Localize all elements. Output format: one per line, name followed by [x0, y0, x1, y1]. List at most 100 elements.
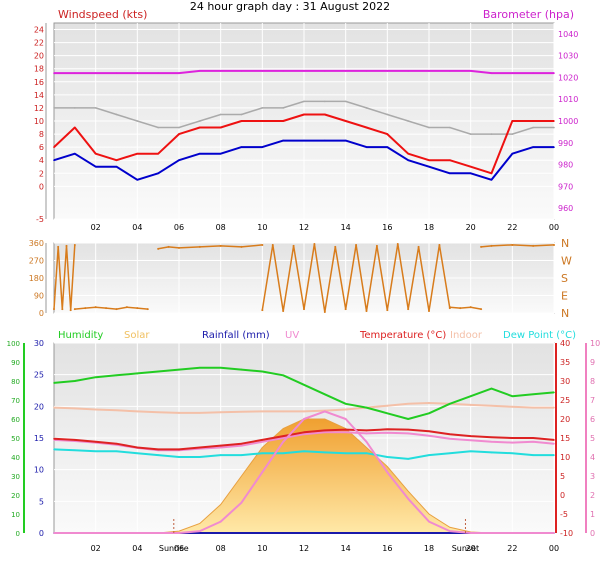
- gust_avg-point: [407, 120, 409, 122]
- uv_line-point: [553, 442, 555, 445]
- temperature-x-tick-label: 14: [341, 544, 351, 553]
- wind-direction-point: [157, 247, 160, 250]
- indoor-point: [511, 406, 514, 408]
- temperature-point: [303, 431, 305, 434]
- gust_avg-point: [324, 100, 326, 103]
- temperature-point: [553, 439, 555, 441]
- barometer-y-tick-label: 960: [558, 204, 573, 213]
- wind-direction-point: [438, 243, 441, 246]
- dewpoint-point: [449, 452, 451, 455]
- uv-y-tick-label: 5: [590, 434, 595, 443]
- dewpoint-point: [136, 452, 139, 455]
- wind-x-tick-label: 04: [132, 223, 142, 232]
- uv_line-point: [219, 446, 222, 449]
- dewpoint-point: [469, 450, 472, 453]
- gust_avg-point: [282, 107, 284, 109]
- wind-direction-point: [84, 307, 87, 310]
- uv-point: [365, 441, 368, 443]
- indoor-point: [199, 412, 201, 414]
- dewpoint-point: [386, 456, 389, 458]
- dewpoint-point: [532, 454, 534, 456]
- avgwind-point: [199, 152, 201, 155]
- uv-point: [240, 501, 243, 504]
- wind-direction-point: [365, 310, 368, 313]
- gust-point: [115, 159, 118, 161]
- wind-x-tick-label: 10: [257, 223, 267, 232]
- humidity-point: [449, 403, 451, 405]
- uv_line-point: [365, 432, 368, 435]
- uv-point: [199, 530, 201, 532]
- indoor-point: [157, 411, 159, 413]
- barometer-point: [219, 70, 222, 72]
- uv_line-point: [490, 441, 493, 443]
- avgwind-point: [240, 146, 243, 148]
- barometer-point: [53, 72, 55, 74]
- gust-point: [219, 126, 222, 129]
- humidity-y-tick-label: 10: [11, 511, 20, 519]
- wind-direction-point: [167, 245, 170, 248]
- legend-temperature: Temperature (°C): [359, 330, 446, 341]
- rainfall-point: [199, 532, 201, 534]
- barometer-point: [365, 70, 368, 72]
- wind-direction-line: [449, 306, 482, 310]
- rainfall-point: [344, 532, 347, 534]
- wind-direction-point: [396, 242, 399, 245]
- rainfall-point: [449, 532, 451, 534]
- temperature-point: [344, 428, 347, 431]
- barometer-y-tick-label: 1040: [558, 30, 578, 39]
- avgwind-point: [428, 165, 430, 168]
- uv_line-point: [532, 441, 534, 443]
- indoor-point: [74, 407, 76, 410]
- temperature-point: [386, 428, 389, 431]
- wind-direction-line: [53, 244, 76, 311]
- direction-y-tick-label: 0: [39, 309, 44, 318]
- wind-y-tick-label: 22: [34, 39, 44, 48]
- temperature-point: [407, 428, 409, 431]
- indoor-point: [469, 404, 472, 406]
- temperature-y-tick-label: -5: [560, 510, 568, 519]
- wind-direction-point: [469, 306, 472, 309]
- wind-x-tick-label: 06: [174, 223, 184, 232]
- rainfall-point: [240, 532, 243, 534]
- barometer-y-tick-label: 970: [558, 182, 573, 191]
- wind-direction-point: [240, 245, 243, 248]
- uv_line-point: [469, 439, 472, 442]
- rainfall-y-tick-label: 20: [34, 402, 44, 411]
- barometer-y-tick-label: 1010: [558, 95, 578, 104]
- temperature-point: [219, 444, 222, 447]
- indoor-point: [407, 403, 409, 405]
- gust_avg-point: [261, 107, 264, 109]
- avgwind-point: [365, 146, 368, 148]
- barometer-point: [344, 70, 347, 72]
- indoor-point: [240, 410, 243, 413]
- humidity-point: [428, 412, 430, 415]
- barometer-point: [386, 70, 389, 72]
- wind-direction-point: [344, 308, 347, 311]
- gust_avg-point: [303, 100, 305, 103]
- barometer-y-tick-label: 1020: [558, 73, 578, 82]
- uv_line-point: [428, 434, 430, 437]
- humidity-y-tick-label: 50: [11, 435, 20, 443]
- wind-direction-point: [271, 243, 274, 246]
- wind-direction-point: [219, 244, 222, 247]
- wind-y-tick-label: 2: [39, 169, 44, 178]
- wind-x-tick-label: 20: [466, 223, 476, 232]
- wind-direction-point: [407, 308, 410, 311]
- gust-point: [511, 120, 514, 122]
- indoor-point: [344, 408, 347, 411]
- humidity-point: [178, 368, 180, 371]
- gust-point: [428, 159, 430, 161]
- indoor-point: [532, 406, 534, 409]
- barometer-y-tick-label: 980: [558, 161, 573, 170]
- gust-point: [94, 152, 97, 155]
- wind-y-tick-label: 0: [39, 182, 44, 191]
- uv-point: [324, 410, 326, 413]
- barometer-point: [178, 72, 180, 74]
- compass-label: N: [561, 237, 569, 250]
- wind-direction-point: [375, 244, 378, 247]
- uv_line-point: [407, 432, 409, 435]
- temperature-point: [365, 429, 368, 432]
- wind-direction-point: [490, 244, 493, 247]
- gust_avg-point: [449, 126, 451, 129]
- gust_avg-point: [53, 107, 55, 109]
